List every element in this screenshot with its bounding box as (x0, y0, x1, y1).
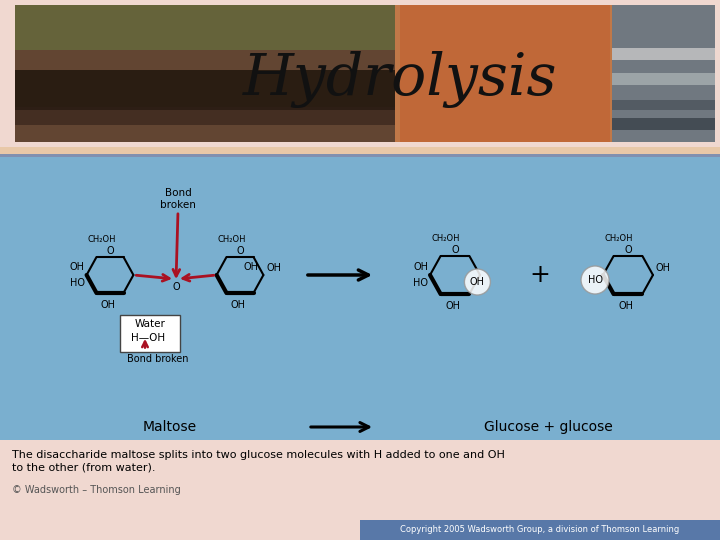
Text: Bond
broken: Bond broken (160, 188, 196, 210)
Bar (0, 147, 720, 155)
Text: O: O (172, 282, 180, 292)
Bar (15, 5, 395, 142)
Text: CH₂OH: CH₂OH (604, 234, 633, 243)
Text: OH: OH (656, 263, 671, 273)
Text: OH: OH (413, 262, 428, 272)
Text: Copyright 2005 Wadsworth Group, a division of Thomson Learning: Copyright 2005 Wadsworth Group, a divisi… (400, 525, 680, 535)
Text: OH: OH (230, 300, 246, 310)
Bar (0, 440, 720, 540)
Text: CH₂OH: CH₂OH (87, 235, 116, 244)
Bar (612, 5, 715, 142)
Bar (0, 0, 720, 150)
Bar (15, 70, 395, 110)
Text: O: O (624, 245, 632, 255)
Text: OH: OH (445, 301, 460, 311)
Bar (0, 157, 720, 440)
Bar (612, 118, 715, 130)
Bar (15, 5, 395, 50)
Text: Hydrolysis: Hydrolysis (243, 51, 557, 109)
Bar (612, 100, 715, 110)
Text: The disaccharide maltose splits into two glucose molecules with H added to one a: The disaccharide maltose splits into two… (12, 450, 505, 460)
Text: H—OH: H—OH (131, 333, 165, 343)
Bar (15, 107, 395, 125)
Text: CH₂OH: CH₂OH (217, 235, 246, 244)
Text: O: O (451, 245, 459, 255)
Bar (612, 48, 715, 60)
Bar (360, 520, 720, 540)
Circle shape (581, 266, 609, 294)
Text: © Wadsworth – Thomson Learning: © Wadsworth – Thomson Learning (12, 485, 181, 495)
Text: OH: OH (266, 263, 282, 273)
Text: +: + (530, 263, 550, 287)
Text: OH: OH (100, 300, 115, 310)
Text: OH: OH (243, 262, 258, 272)
Text: O: O (106, 246, 114, 256)
Text: Maltose: Maltose (143, 420, 197, 434)
Circle shape (464, 269, 490, 295)
Text: OH: OH (618, 301, 633, 311)
Text: OH: OH (470, 277, 485, 287)
Text: Water: Water (135, 319, 166, 329)
Text: CH₂OH: CH₂OH (431, 234, 460, 243)
Text: O: O (236, 246, 244, 256)
Bar (612, 73, 715, 85)
FancyBboxPatch shape (120, 314, 180, 352)
Text: Glucose + glucose: Glucose + glucose (484, 420, 613, 434)
Text: HO: HO (70, 278, 85, 288)
Text: OH: OH (70, 262, 85, 272)
Bar (0, 154, 720, 157)
Text: HO: HO (413, 278, 428, 288)
Text: HO: HO (588, 275, 603, 285)
Text: to the other (from water).: to the other (from water). (12, 463, 156, 473)
Bar (15, 5, 715, 142)
Bar (400, 5, 610, 142)
Text: Bond broken: Bond broken (127, 354, 189, 364)
